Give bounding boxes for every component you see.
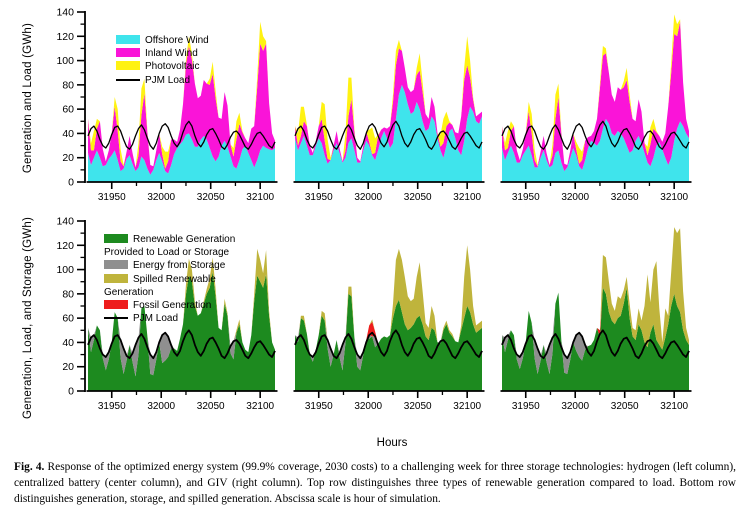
panel-storage-hydrogen: 31950 32000 32050 32100 Renewable Generatio… (86, 217, 284, 418)
x-tick-label: 32050 (404, 192, 432, 203)
x-tick-label: 32000 (561, 401, 589, 412)
area-offshore-wind (295, 84, 482, 182)
y-axis-label-generation-text: Generation and Load (GWh) (22, 23, 34, 174)
panel-generation-battery: 31950 32000 32050 32100 (293, 8, 491, 209)
x-tick-label: 32000 (354, 192, 382, 203)
pjm-load-line (87, 120, 276, 150)
pjm-load-line (501, 329, 690, 360)
y-tick-label: 20 (62, 152, 74, 164)
y-tick-label: 120 (56, 31, 74, 43)
y-tick-label: 40 (62, 337, 74, 349)
panel-storage-battery: 31950 32000 32050 32100 (293, 217, 491, 418)
y-tick-label: 0 (68, 177, 74, 189)
y-tick-label: 140 (56, 8, 74, 19)
y-tick-label: 100 (56, 55, 74, 67)
x-tick-label: 32100 (660, 401, 688, 412)
area-energy-from-storage (295, 293, 482, 371)
y-axis-label-storage: Generation, Load, and Storage (GWh) (14, 217, 42, 439)
x-tick-label: 31950 (512, 401, 540, 412)
area-energy-from-storage (502, 287, 689, 374)
x-tick-label: 31950 (98, 401, 126, 412)
x-tick-label: 32100 (246, 401, 274, 412)
y-tick-label: 0 (68, 386, 74, 398)
pjm-load-line (501, 120, 690, 150)
x-tick-label: 31950 (512, 192, 540, 203)
y-tick-label: 120 (56, 240, 74, 252)
y-tick-label: 40 (62, 128, 74, 140)
row-storage: Generation, Load, and Storage (GWh) 0 20 4… (14, 217, 738, 439)
y-tick-label: 100 (56, 264, 74, 276)
panel-generation-giv: 31950 32000 32050 32100 (500, 8, 698, 209)
y-axis-generation: 0 20 40 60 80 100 120 140 (56, 8, 86, 189)
y-tick-label: 60 (62, 104, 74, 116)
x-tick-label: 32000 (561, 192, 589, 203)
area-spilled-renewable (295, 245, 482, 359)
y-tick-label: 20 (62, 361, 74, 373)
y-tick-label: 60 (62, 313, 74, 325)
pjm-load-line (294, 120, 483, 150)
panel-generation-hydrogen: 31950 32000 32050 32100 Offshore Wind Inland… (86, 8, 284, 209)
x-tick-label: 31950 (305, 401, 333, 412)
x-tick-label: 32050 (611, 401, 639, 412)
x-tick-label: 31950 (98, 192, 126, 203)
y-axis-storage: 0 20 40 60 80 100 120 140 (56, 217, 86, 398)
figure-caption: Fig. 4. Response of the optimized energy… (14, 459, 736, 508)
x-tick-label: 32050 (404, 401, 432, 412)
area-spilled-renewable (502, 227, 689, 359)
x-tick-label: 32100 (453, 192, 481, 203)
area-renewable-generation (88, 272, 275, 391)
x-tick-label: 31950 (305, 192, 333, 203)
x-tick-label: 32100 (246, 192, 274, 203)
x-tick-label: 32000 (147, 192, 175, 203)
area-inland-wind (502, 21, 689, 172)
y-tick-label: 140 (56, 217, 74, 228)
x-tick-label: 32050 (611, 192, 639, 203)
area-offshore-wind (88, 133, 275, 182)
figure-caption-text: Response of the optimized energy system … (14, 460, 736, 506)
x-tick-label: 32050 (197, 192, 225, 203)
x-tick-label: 32050 (197, 401, 225, 412)
area-renewable-generation (502, 287, 689, 391)
pjm-load-line (87, 329, 276, 360)
x-tick-label: 32100 (660, 192, 688, 203)
area-energy-from-storage (88, 272, 275, 377)
panel-storage-giv: 31950 32000 32050 32100 (500, 217, 698, 418)
area-inland-wind (295, 48, 482, 164)
x-tick-label: 32000 (354, 401, 382, 412)
y-tick-label: 80 (62, 79, 74, 91)
area-renewable-generation (295, 293, 482, 391)
x-axis-label-hours: Hours (376, 436, 408, 449)
pjm-load-line (294, 329, 483, 360)
x-tick-label: 32100 (453, 401, 481, 412)
x-tick-label: 32000 (147, 401, 175, 412)
area-offshore-wind (502, 118, 689, 182)
y-tick-label: 80 (62, 288, 74, 300)
row-generation: Generation and Load (GWh) 0 20 40 60 80 100 12… (14, 8, 738, 209)
y-axis-label-storage-text: Generation, Load, and Storage (GWh) (22, 217, 34, 419)
figure-caption-label: Fig. 4. (14, 460, 45, 473)
y-axis-label-generation: Generation and Load (GWh) (14, 8, 42, 209)
